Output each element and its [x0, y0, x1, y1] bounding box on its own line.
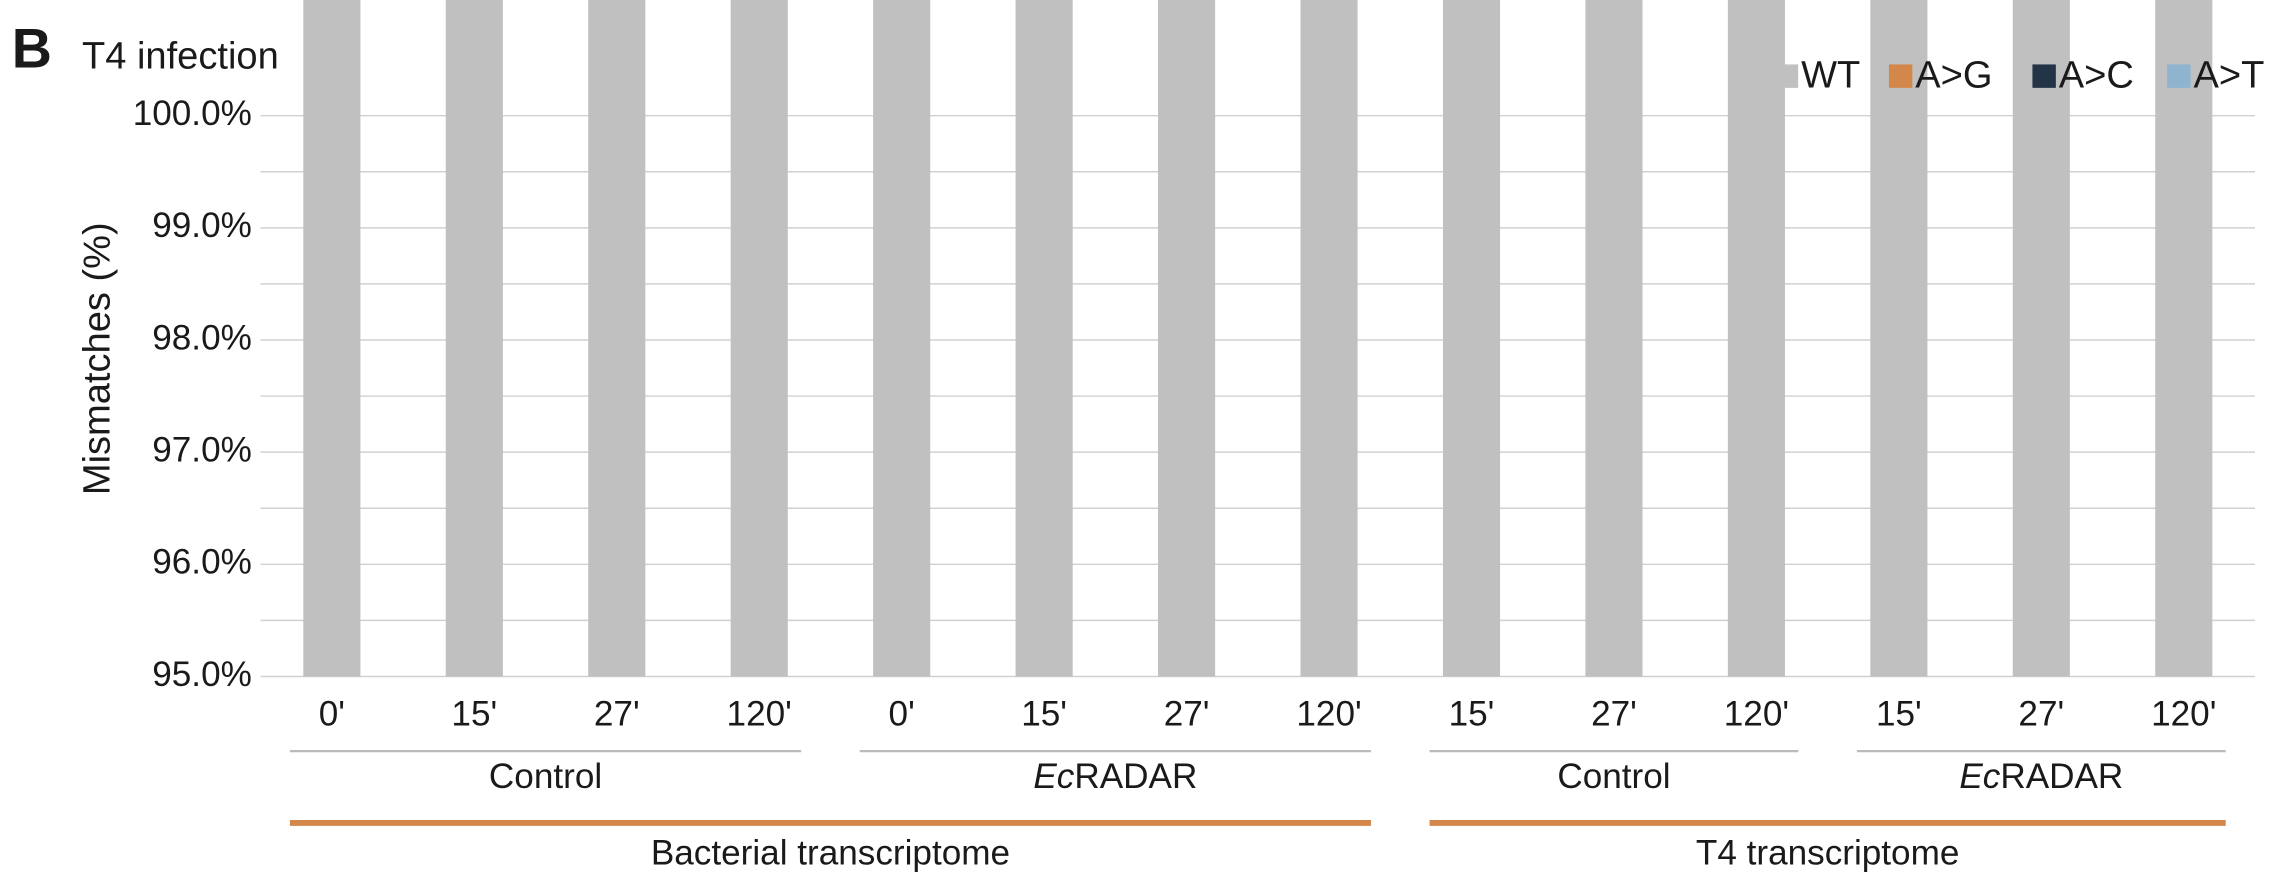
y-tick-label: 97.0% — [152, 430, 252, 469]
x-tick-label: 120' — [1724, 694, 1789, 733]
legend-swatch — [2032, 64, 2056, 88]
legend-swatch — [2167, 64, 2191, 88]
group-label: Control — [1557, 757, 1670, 796]
bar-segment — [1870, 0, 1928, 677]
x-tick-label: 0' — [889, 694, 915, 733]
x-tick-label: 120' — [727, 694, 792, 733]
bar-segment — [1585, 0, 1643, 677]
group-label: EcRADAR — [1033, 757, 1197, 796]
bar-segment — [2012, 0, 2070, 677]
group-label-part: RADAR — [1074, 757, 1197, 796]
super-group-label: Bacterial transcriptome — [651, 833, 1010, 872]
y-tick-label: 96.0% — [152, 543, 252, 582]
x-tick-label: 15' — [1021, 694, 1067, 733]
y-tick-label: 100.0% — [133, 94, 252, 133]
bar-segment — [1158, 0, 1216, 677]
x-tick-label: 27' — [1164, 694, 1210, 733]
bar-segment — [445, 0, 503, 677]
bar-segment — [1300, 0, 1358, 677]
bar-segment — [588, 0, 646, 677]
bar-segment — [873, 0, 931, 677]
y-tick-label: 95.0% — [152, 655, 252, 694]
y-axis-label: Mismatches (%) — [77, 222, 119, 495]
x-tick-label: 15' — [1449, 694, 1495, 733]
x-tick-label: 120' — [2151, 694, 2216, 733]
group-label: EcRADAR — [1959, 757, 2123, 796]
bar-segment — [1015, 0, 1073, 677]
bar-segment — [1442, 0, 1501, 677]
x-tick-label: 15' — [451, 694, 497, 733]
x-tick-label: 27' — [1591, 694, 1637, 733]
legend-label: A>C — [2059, 55, 2134, 97]
legend-label: A>T — [2194, 55, 2265, 97]
legend-label: WT — [1801, 55, 1860, 97]
group-label-part: Control — [1557, 757, 1670, 796]
bar-segment — [303, 0, 361, 677]
group-label-part: Ec — [1959, 757, 2000, 796]
x-tick-label: 0' — [319, 694, 345, 733]
x-tick-label: 27' — [2018, 694, 2064, 733]
bar-segment — [1727, 0, 1785, 677]
panel-label: B — [12, 17, 52, 79]
y-tick-label: 98.0% — [152, 318, 252, 357]
super-group-label: T4 transcriptome — [1696, 833, 1960, 872]
group-label-part: Ec — [1033, 757, 1074, 796]
legend-label: A>G — [1915, 55, 1992, 97]
legend-swatch — [1774, 64, 1799, 88]
x-tick-label: 15' — [1876, 694, 1922, 733]
x-tick-label: 120' — [1296, 694, 1361, 733]
x-tick-label: 27' — [594, 694, 640, 733]
bar-segment — [2155, 0, 2213, 677]
chart-title: T4 infection — [82, 36, 279, 78]
group-label-part: Control — [489, 757, 602, 796]
group-label-part: RADAR — [2000, 757, 2123, 796]
bar-segment — [730, 0, 788, 677]
legend-swatch — [1888, 64, 1913, 88]
y-tick-label: 99.0% — [152, 206, 252, 245]
group-label: Control — [489, 757, 602, 796]
